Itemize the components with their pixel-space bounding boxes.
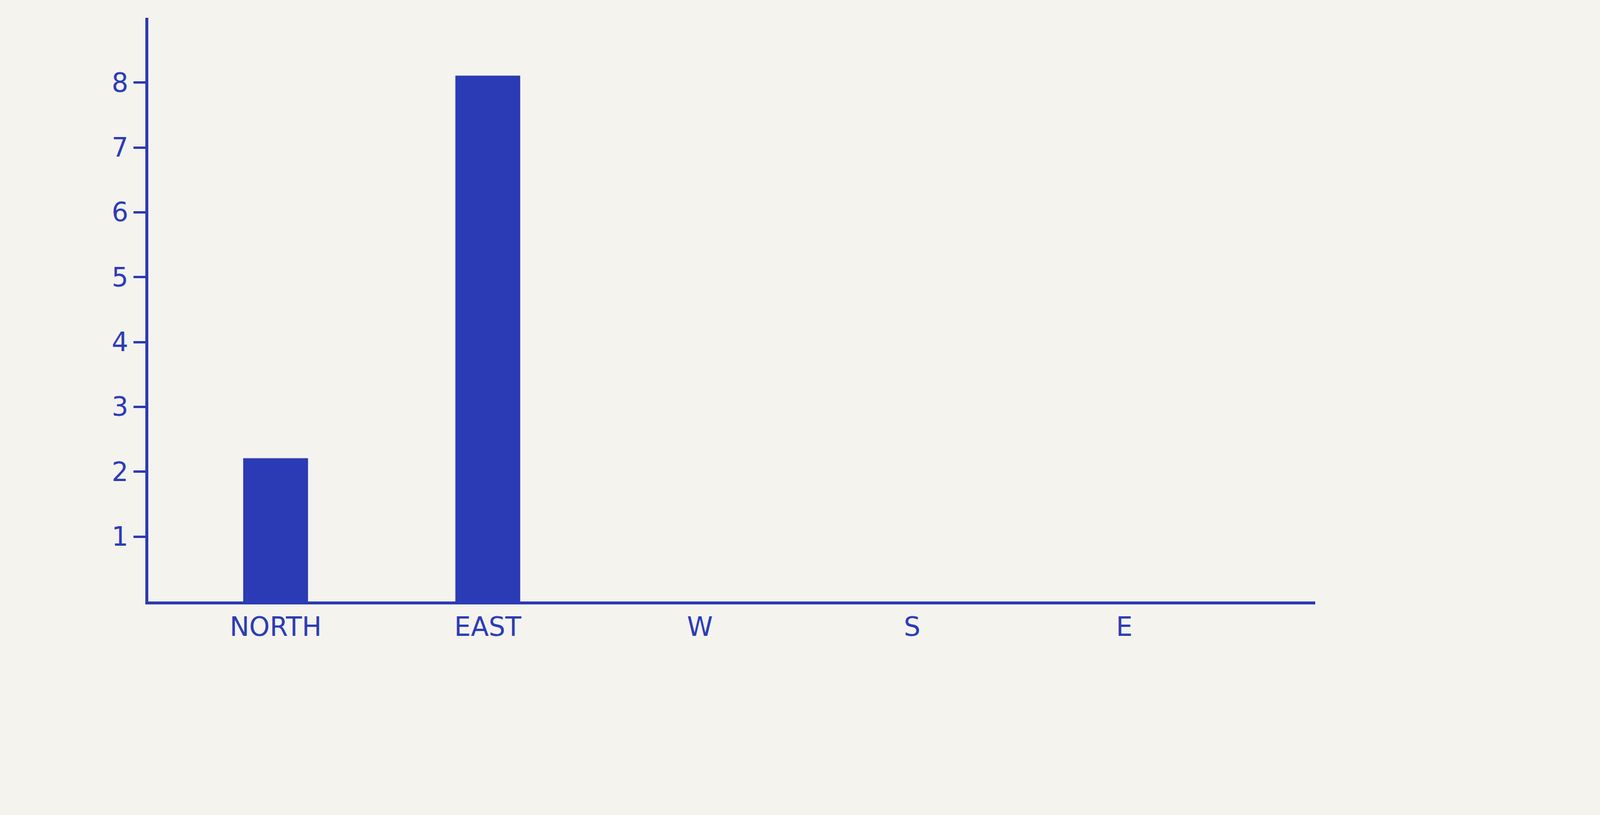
svg-text:EAST: EAST	[454, 611, 522, 642]
svg-text:7: 7	[111, 132, 129, 163]
svg-text:6: 6	[111, 196, 129, 228]
svg-text:E: E	[1115, 611, 1133, 642]
svg-text:5: 5	[111, 262, 129, 293]
svg-text:S: S	[904, 611, 921, 642]
svg-text:3: 3	[111, 391, 129, 422]
svg-text:2: 2	[111, 456, 129, 488]
svg-text:W: W	[686, 611, 714, 642]
svg-text:NORTH: NORTH	[229, 611, 322, 642]
svg-text:8: 8	[111, 67, 129, 98]
svg-text:4: 4	[111, 326, 129, 358]
svg-text:1: 1	[111, 521, 129, 552]
